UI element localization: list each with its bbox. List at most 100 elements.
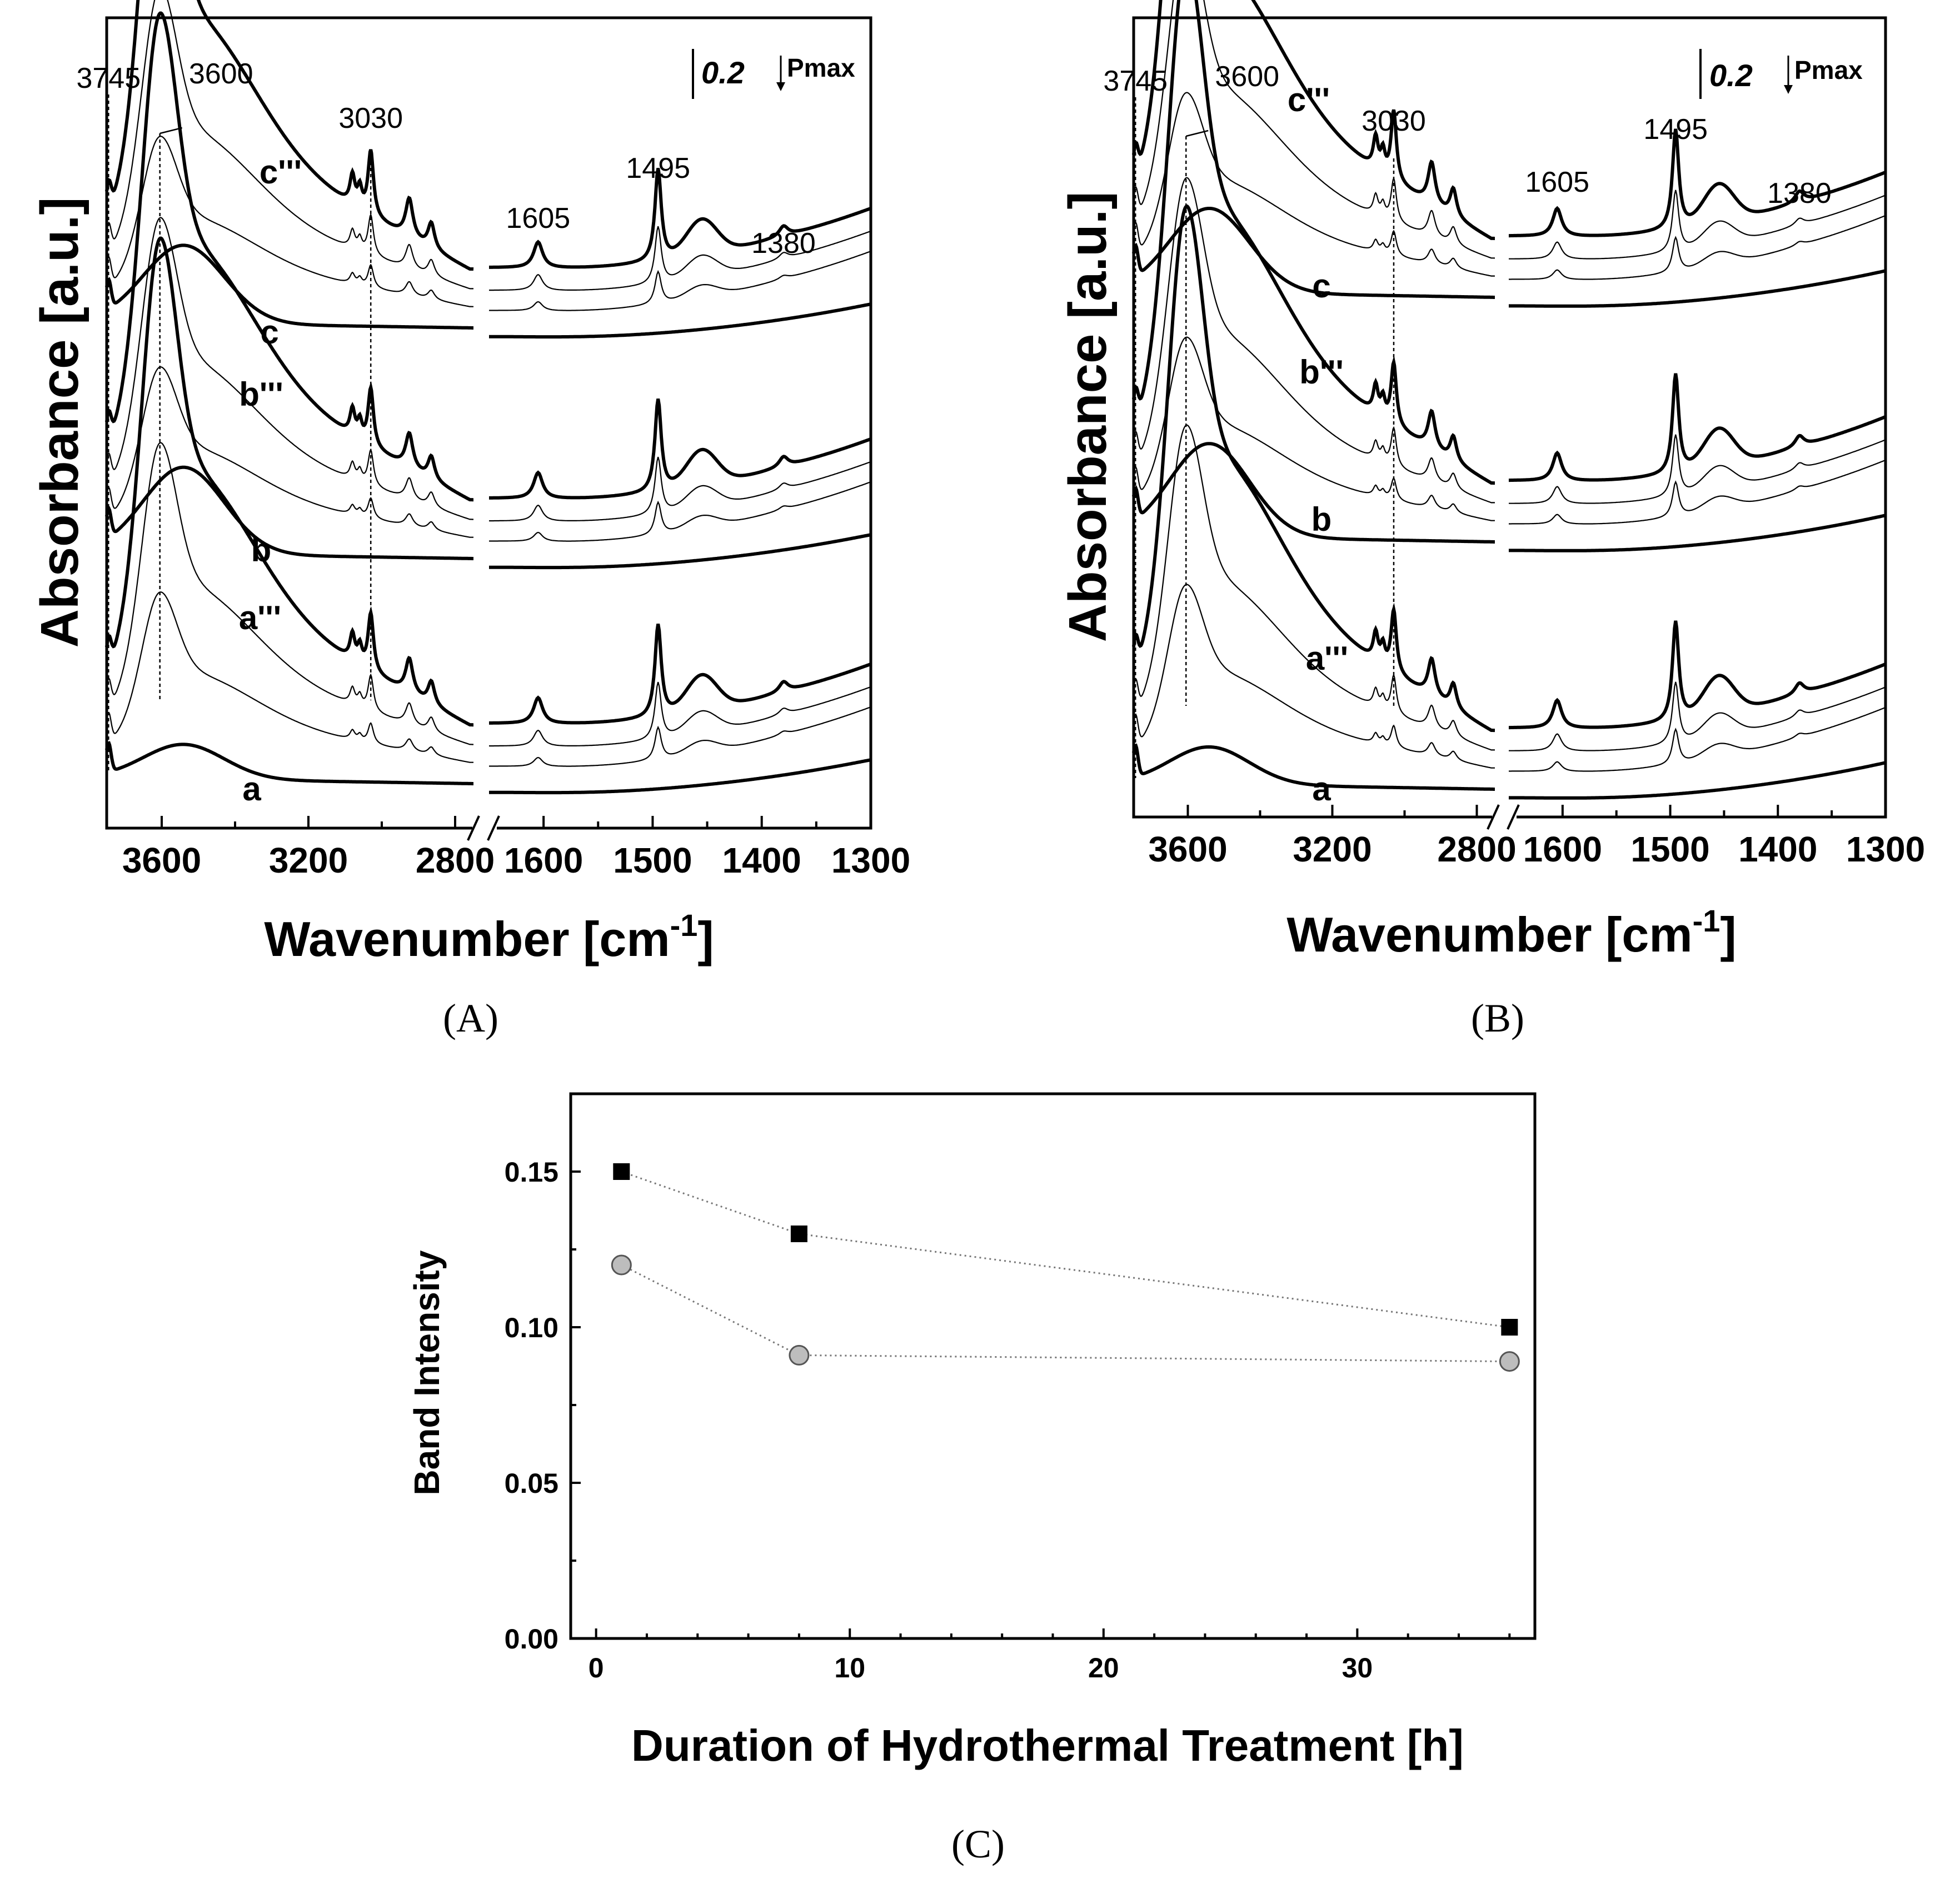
c-point-circle-2 xyxy=(1499,1351,1520,1372)
spectrum-b-low-0 xyxy=(1509,514,1886,552)
x-tick-label-high-2: 2800 xyxy=(1437,829,1516,869)
c-y-tick-label-3: 0.15 xyxy=(505,1157,558,1188)
x-tick-label-low-3: 1300 xyxy=(831,840,910,880)
peak-label-3745: 3745 xyxy=(1103,65,1168,97)
spectrum-c-high-1 xyxy=(1133,92,1495,277)
spectrum-c-low-1 xyxy=(1509,215,1886,280)
spectrum-c-high-2 xyxy=(1133,0,1495,259)
panel-a-ticks: 3600 3200 2800 1600 1500 1400 1300 3745 3600 3030… xyxy=(76,58,910,880)
spectrum-a-high-0 xyxy=(105,741,473,785)
spectrum-a-low-2 xyxy=(1509,681,1886,751)
spectrum-b-low-1 xyxy=(1509,459,1886,525)
leader-3600 xyxy=(1185,129,1209,137)
panel-c-xlabel: Duration of Hydrothermal Treatment [h] xyxy=(631,1721,1464,1770)
axis-break-mark-1 xyxy=(467,815,480,841)
axis-break-mark-1 xyxy=(1487,804,1500,830)
x-tick-label-low-0: 1600 xyxy=(504,840,583,880)
peak-label-3030: 3030 xyxy=(1361,105,1426,137)
panel-b-frame xyxy=(1132,16,1887,819)
c-x-tick-label-2: 20 xyxy=(1088,1652,1119,1683)
spectrum-a-high-0 xyxy=(1132,743,1495,791)
spectrum-a-low-0 xyxy=(489,758,871,795)
spectrum-b-low-2 xyxy=(1509,434,1886,504)
c-series-line-0 xyxy=(621,1170,1510,1328)
spectrum-a-low-0 xyxy=(1509,761,1886,800)
spectrum-b-high-0 xyxy=(1132,442,1495,544)
panel-b-spectra-curves xyxy=(1132,0,1887,830)
spectrum-a-low-3 xyxy=(1509,620,1887,730)
panel-b-scale-value: 0.2 xyxy=(1709,58,1753,93)
c-point-circle-0 xyxy=(611,1254,632,1276)
spectrum-c-high-2 xyxy=(106,0,473,290)
panel-c-frame xyxy=(569,1092,1537,1640)
peak-label-1380: 1380 xyxy=(751,227,816,260)
c-point-square-1 xyxy=(790,1226,807,1242)
spectrum-a-high-2 xyxy=(106,442,473,745)
panel-a-spectra-curves xyxy=(105,0,871,841)
c-series-line-1 xyxy=(621,1264,1510,1363)
curve-label-4: a''' xyxy=(1306,640,1348,677)
axis-break-gap xyxy=(472,823,497,834)
axis-break-gap xyxy=(1492,811,1517,823)
peak-label-3745: 3745 xyxy=(76,62,141,94)
x-tick-label-low-1: 1500 xyxy=(1630,829,1709,869)
spectrum-a-low-2 xyxy=(489,681,871,747)
spectrum-b-high-1 xyxy=(1133,336,1495,521)
panel-b-spectra: 3600 3200 2800 1600 1500 1400 1300 3745 3600 3030… xyxy=(1058,0,1925,962)
spectrum-b-high-3 xyxy=(105,11,473,502)
x-tick-label-low-1: 1500 xyxy=(613,840,692,880)
curve-label-2: b''' xyxy=(1299,353,1343,391)
spectrum-b-low-3 xyxy=(489,398,871,500)
x-tick-label-high-2: 2800 xyxy=(416,840,495,880)
panel-label-c: (C) xyxy=(951,1822,1005,1866)
panel-a-spectra: 3600 3200 2800 1600 1500 1400 1300 3745 3600 3030… xyxy=(30,0,910,967)
peak-label-3030: 3030 xyxy=(338,102,403,134)
leader-3600 xyxy=(159,127,183,134)
x-tick-label-high-0: 3600 xyxy=(1148,829,1227,869)
x-tick-label-high-1: 3200 xyxy=(1293,829,1371,869)
x-tick-label-low-2: 1400 xyxy=(722,840,801,880)
c-x-tick-label-3: 30 xyxy=(1342,1652,1373,1683)
panel-c-series xyxy=(611,1163,1520,1372)
panel-a-pmax: Pmax xyxy=(787,53,855,82)
peak-label-1495: 1495 xyxy=(1643,113,1708,146)
curve-label-5: a xyxy=(242,770,261,808)
peak-label-1605: 1605 xyxy=(1525,166,1589,198)
peak-label-1380: 1380 xyxy=(1767,177,1832,210)
axis-break-mark-2 xyxy=(1507,804,1520,830)
curve-label-3: b xyxy=(1311,501,1332,538)
spectrum-c-high-0 xyxy=(1132,207,1495,299)
x-tick-label-low-0: 1600 xyxy=(1523,829,1602,869)
spectrum-a-high-3 xyxy=(105,236,473,727)
spectrum-a-high-3 xyxy=(1132,205,1495,733)
curve-label-3: b xyxy=(251,531,272,569)
spectrum-c-low-0 xyxy=(489,302,871,339)
spectrum-a-high-2 xyxy=(1133,424,1495,751)
panel-a-frame xyxy=(105,16,872,830)
spectrum-b-high-2 xyxy=(1133,177,1495,504)
panel-c-ticks: 0 10 20 30 0.00 0.05 0.10 0.15 xyxy=(505,1157,1511,1683)
spectrum-c-low-3 xyxy=(489,168,871,269)
spectrum-c-low-2 xyxy=(1509,190,1886,260)
panel-a-scale-value: 0.2 xyxy=(701,55,745,90)
spectrum-b-high-0 xyxy=(105,465,473,560)
peak-label-1605: 1605 xyxy=(506,202,570,235)
x-tick-label-high-0: 3600 xyxy=(122,840,201,880)
curve-label-5: a xyxy=(1312,770,1331,808)
c-point-square-0 xyxy=(613,1163,630,1180)
curve-label-1: c xyxy=(260,313,278,351)
panel-c-band-intensity: 0 10 20 30 0.00 0.05 0.10 0.15 Band Intensity D… xyxy=(407,1092,1537,1770)
curve-label-1: c xyxy=(1312,267,1330,305)
panel-label-a: (A) xyxy=(443,996,498,1040)
peak-label-3600: 3600 xyxy=(189,58,253,90)
spectrum-a-low-1 xyxy=(1509,706,1886,772)
spectrum-b-low-2 xyxy=(489,456,871,522)
peak-label-3600: 3600 xyxy=(1215,61,1279,93)
spectrum-b-low-3 xyxy=(1509,373,1887,482)
c-x-tick-label-0: 0 xyxy=(589,1652,604,1683)
x-tick-label-low-2: 1400 xyxy=(1738,829,1817,869)
x-tick-label-low-3: 1300 xyxy=(1846,829,1925,869)
spectrum-c-low-1 xyxy=(489,251,871,311)
spectrum-a-high-1 xyxy=(106,591,473,763)
